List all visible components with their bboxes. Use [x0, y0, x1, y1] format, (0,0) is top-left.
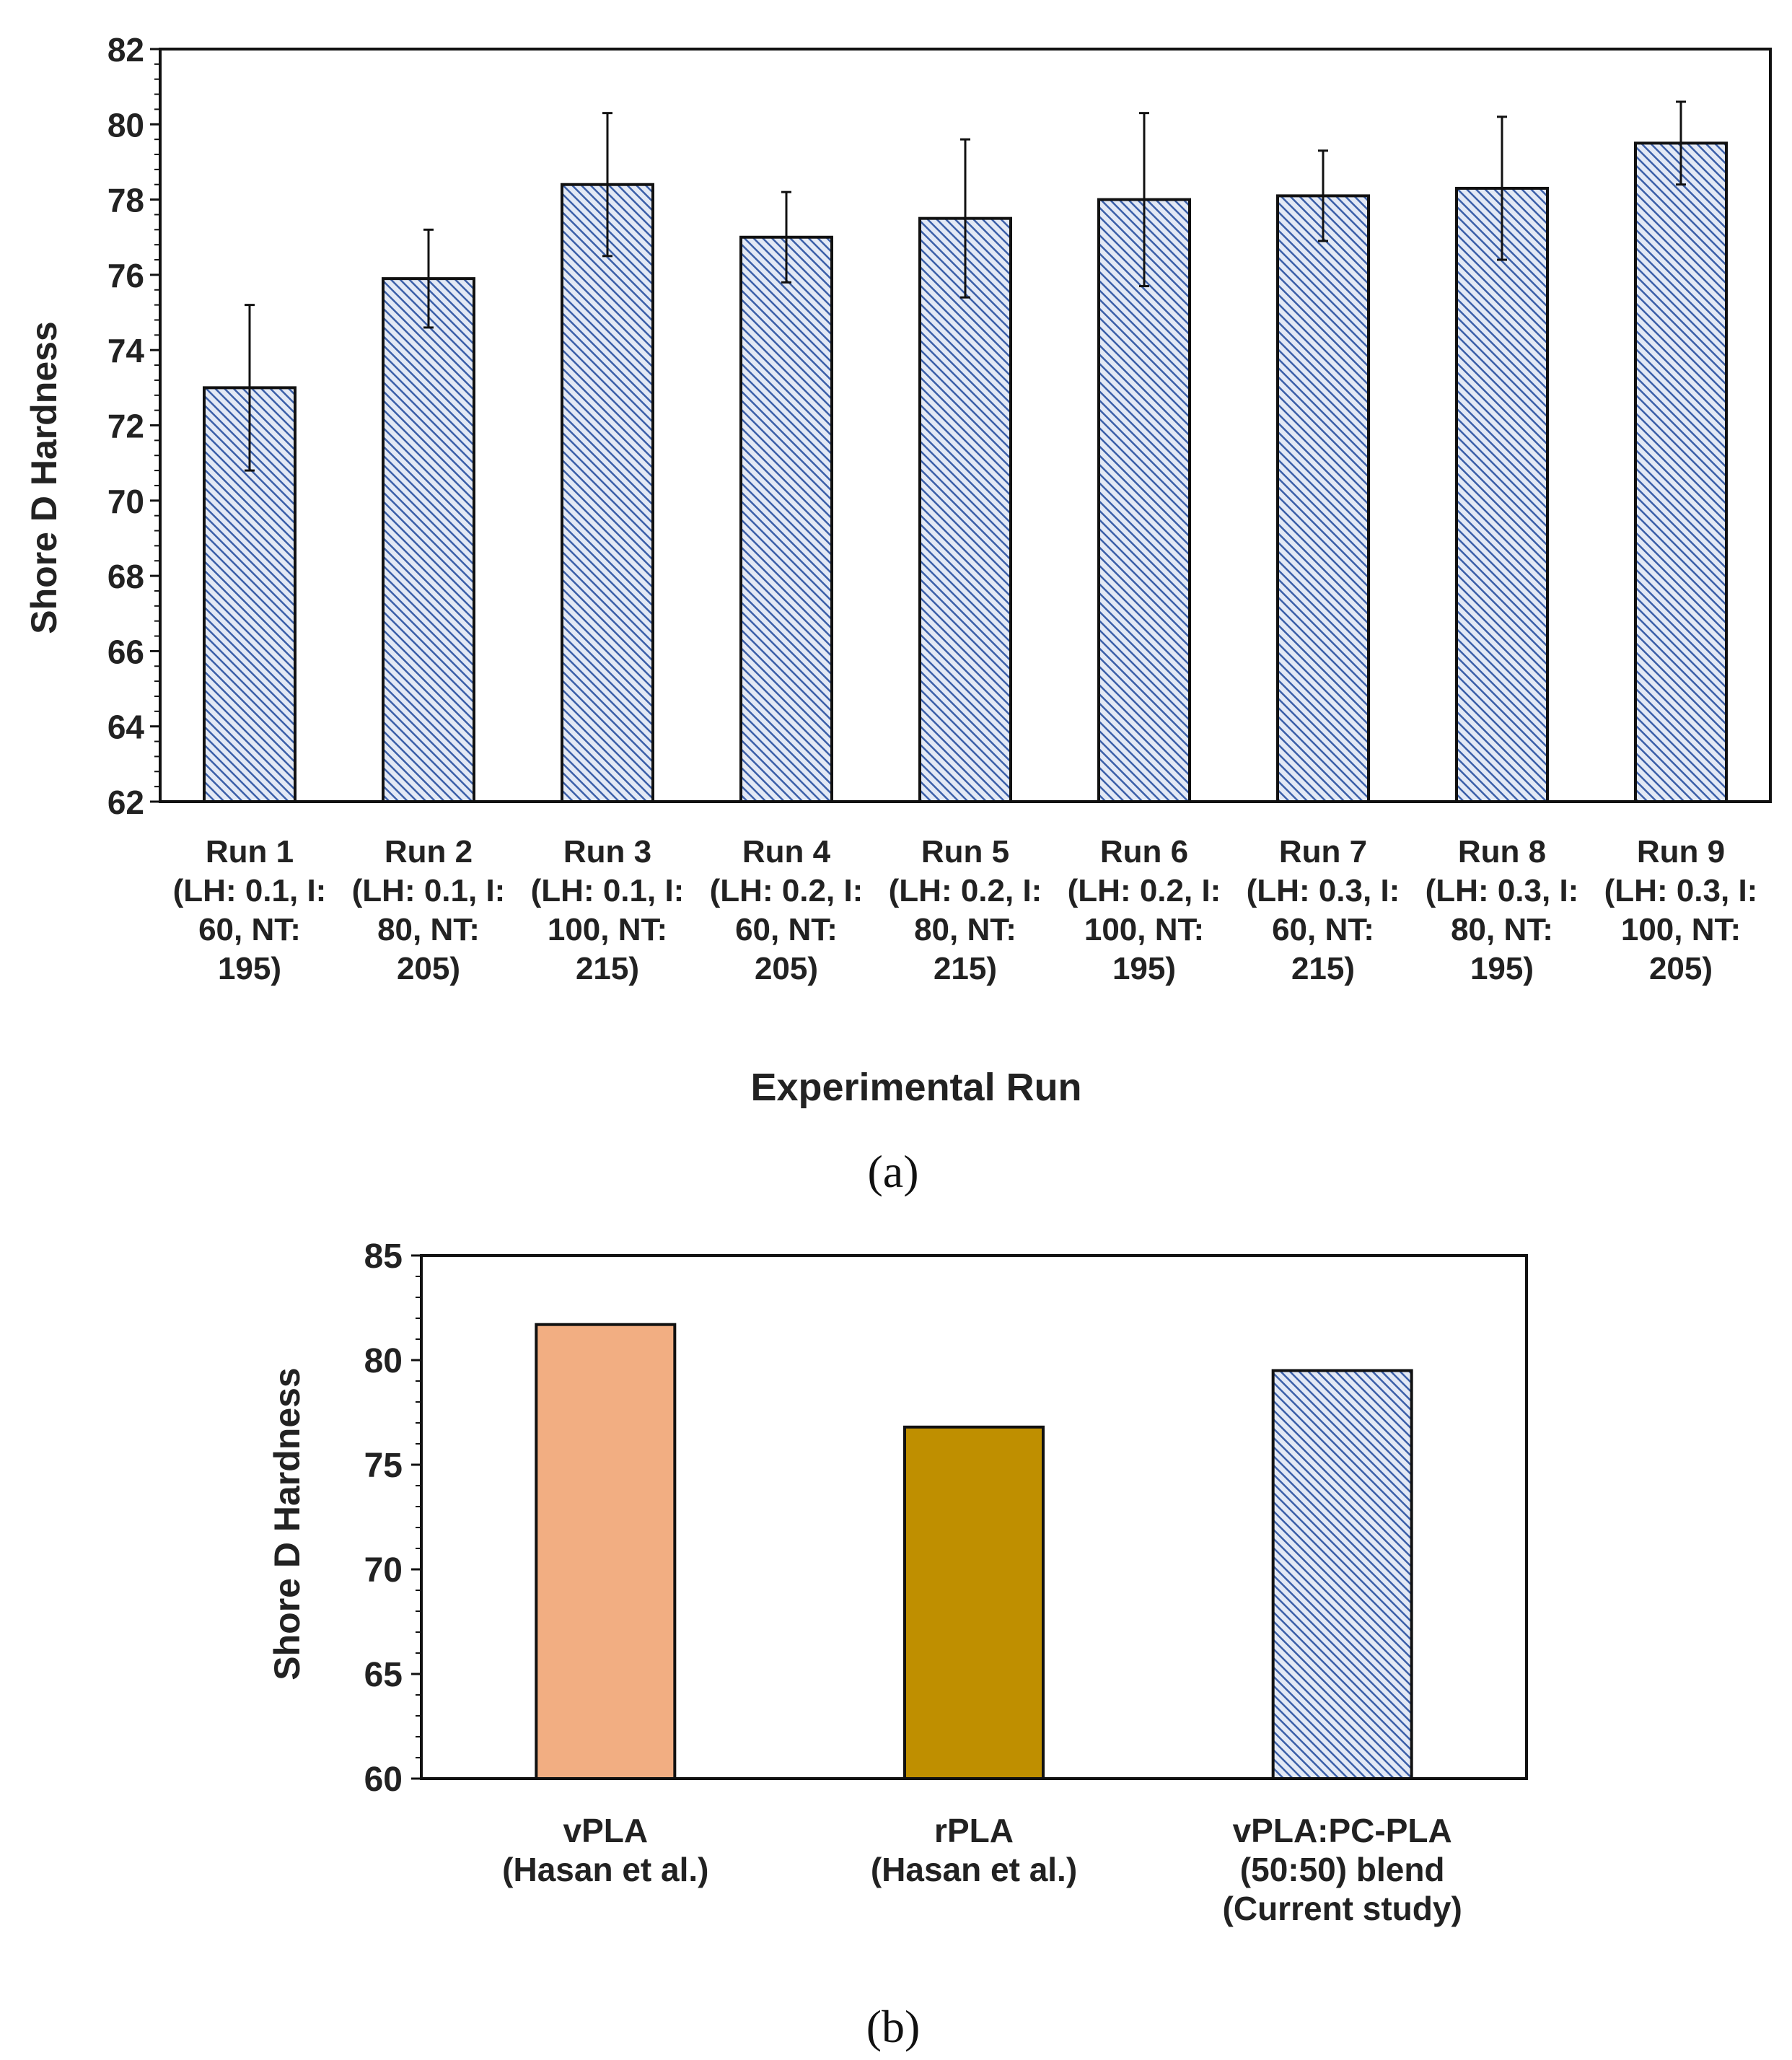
bar-rpla	[903, 1425, 1045, 1781]
y-tick-label: 66	[107, 633, 144, 670]
y-tick-label: 72	[107, 408, 144, 445]
x-category-label: Run 4	[742, 834, 831, 869]
x-category-label: 215)	[1291, 951, 1355, 986]
panel-label-b: (b)	[866, 2001, 921, 2052]
x-category-label: Run 3	[563, 834, 651, 869]
chart-a-error-bars	[245, 100, 1686, 472]
bar-run-8	[1455, 186, 1549, 803]
x-category-label: Run 7	[1279, 834, 1367, 869]
bar-vpla	[535, 1323, 677, 1780]
x-category-label: (Hasan et al.)	[871, 1851, 1077, 1888]
y-tick-label: 80	[364, 1342, 403, 1380]
x-category-label: Run 1	[206, 834, 294, 869]
y-tick-label: 82	[107, 31, 144, 69]
bar-run-5	[918, 216, 1012, 803]
x-category-label: 100, NT:	[548, 912, 667, 947]
y-tick-label: 65	[364, 1656, 403, 1694]
chart-a-y-axis: 62 64 66 68 70 72 74 76 78 80 82	[107, 31, 160, 821]
x-category-label: 100, NT:	[1621, 912, 1741, 947]
y-tick-label: 78	[107, 182, 144, 219]
chart-b-ylabel: Shore D Hardness	[267, 1367, 307, 1680]
x-category-label: 215)	[934, 951, 997, 986]
x-category-label: rPLA	[934, 1812, 1014, 1849]
chart-b-bars	[535, 1323, 1413, 1781]
x-category-label: (LH: 0.2, I:	[710, 873, 864, 908]
y-tick-label: 64	[107, 709, 145, 746]
x-category-label: (LH: 0.3, I:	[1247, 873, 1400, 908]
x-category-label: 195)	[1470, 951, 1534, 986]
x-category-label: 205)	[755, 951, 818, 986]
y-tick-label: 80	[107, 106, 144, 144]
x-category-label: (50:50) blend	[1240, 1851, 1445, 1888]
x-category-label: (LH: 0.1, I:	[173, 873, 327, 908]
x-category-label: 60, NT:	[198, 912, 301, 947]
x-category-label: Run 8	[1458, 834, 1546, 869]
x-category-label: 100, NT:	[1084, 912, 1204, 947]
chart-a-x-axis: Run 1 (LH: 0.1, I: 60, NT: 195) Run 2 (LH: 0.…	[173, 834, 1758, 986]
bar-run-3	[561, 183, 654, 804]
bar-run-9	[1634, 141, 1728, 803]
bar-run-4	[739, 235, 833, 803]
x-category-label: 205)	[397, 951, 460, 986]
bar-run-7	[1276, 194, 1370, 803]
x-category-label: (LH: 0.1, I:	[352, 873, 506, 908]
y-tick-label: 70	[107, 483, 144, 520]
chart-a: 62 64 66 68 70 72 74 76 78 80 82 Run 1 (LH: 0.1, I:…	[24, 31, 1772, 1197]
bar-run-6	[1097, 198, 1191, 804]
y-tick-label: 75	[364, 1447, 403, 1485]
chart-b-y-axis: 60 65 70 75 80 85	[364, 1237, 421, 1799]
x-category-label: (Current study)	[1223, 1890, 1462, 1927]
chart-a-xlabel: Experimental Run	[750, 1066, 1081, 1109]
y-tick-label: 70	[364, 1551, 403, 1590]
x-category-label: (LH: 0.3, I:	[1604, 873, 1758, 908]
y-tick-label: 74	[107, 332, 145, 369]
x-category-label: 80, NT:	[1451, 912, 1553, 947]
x-category-label: 195)	[218, 951, 281, 986]
x-category-label: 80, NT:	[914, 912, 1016, 947]
y-tick-label: 85	[364, 1237, 403, 1276]
panel-label-a: (a)	[867, 1146, 918, 1197]
y-tick-label: 60	[364, 1761, 403, 1799]
y-tick-label: 76	[107, 257, 144, 294]
x-category-label: 80, NT:	[377, 912, 480, 947]
x-category-label: 205)	[1649, 951, 1713, 986]
x-category-label: (LH: 0.2, I:	[889, 873, 1042, 908]
x-category-label: Run 2	[385, 834, 473, 869]
x-category-label: 60, NT:	[1272, 912, 1374, 947]
x-category-label: Run 6	[1100, 834, 1188, 869]
chart-a-bars	[203, 141, 1728, 804]
x-category-label: (LH: 0.3, I:	[1426, 873, 1579, 908]
bar-blend	[1271, 1369, 1413, 1780]
x-category-label: (LH: 0.1, I:	[531, 873, 685, 908]
x-category-label: (LH: 0.2, I:	[1068, 873, 1221, 908]
x-category-label: (Hasan et al.)	[502, 1851, 708, 1888]
x-category-label: vPLA	[563, 1812, 649, 1849]
bar-run-2	[382, 277, 475, 803]
x-category-label: 60, NT:	[735, 912, 838, 947]
x-category-label: Run 9	[1637, 834, 1725, 869]
x-category-label: Run 5	[921, 834, 1009, 869]
chart-b-x-axis: vPLA(Hasan et al.)rPLA(Hasan et al.)vPLA…	[502, 1812, 1462, 1927]
y-tick-label: 68	[107, 558, 144, 595]
chart-a-ylabel: Shore D Hardness	[24, 321, 64, 634]
x-category-label: 215)	[576, 951, 639, 986]
x-category-label: 195)	[1112, 951, 1176, 986]
x-category-label: vPLA:PC-PLA	[1233, 1812, 1452, 1849]
y-tick-label: 62	[107, 784, 144, 821]
